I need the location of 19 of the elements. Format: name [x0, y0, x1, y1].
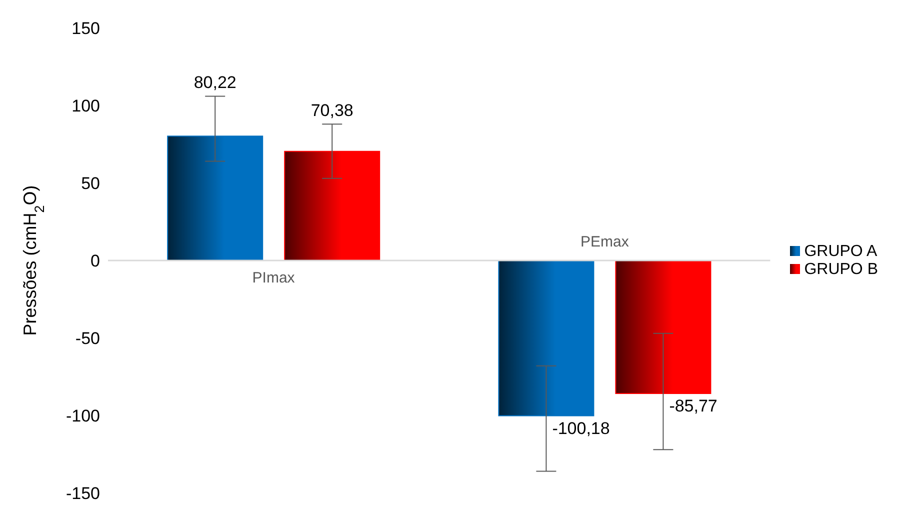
y-tick-label: 50: [81, 174, 100, 194]
bar: [615, 260, 712, 394]
data-label: 80,22: [194, 73, 236, 92]
data-label: 70,38: [310, 101, 354, 120]
y-tick-label: -100: [66, 406, 100, 426]
x-tick-label: PImax: [252, 270, 296, 286]
x-tick-label: PEmax: [580, 234, 630, 250]
bar: [167, 136, 264, 261]
legend-label: GRUPO A: [804, 242, 878, 260]
y-tick-label: 150: [72, 19, 100, 38]
y-tick-label: -50: [75, 329, 100, 348]
y-tick-label: -150: [66, 484, 100, 504]
y-tick-label: 0: [90, 252, 100, 271]
bar: [498, 260, 594, 416]
bar: [284, 150, 380, 261]
data-label: -100,18: [552, 418, 610, 438]
y-tick-label: 100: [72, 96, 100, 116]
legend-label: GRUPO B: [804, 260, 878, 278]
data-label: -85,77: [669, 396, 718, 416]
